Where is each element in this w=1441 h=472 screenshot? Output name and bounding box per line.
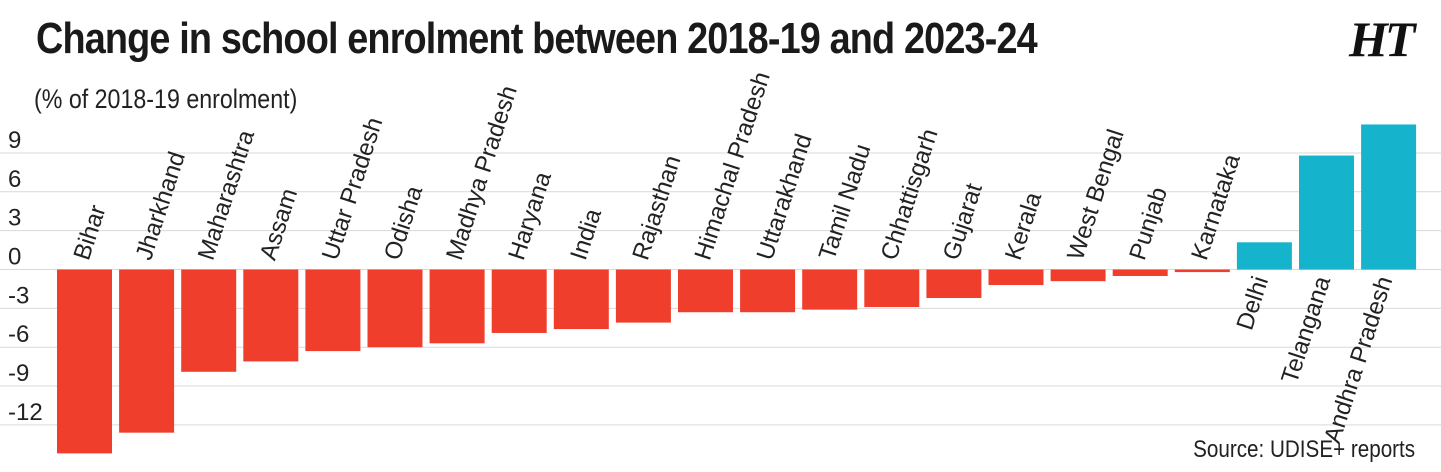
category-label: Telangana [1276, 272, 1336, 386]
bar-haryana [491, 269, 547, 333]
category-label: Haryana [503, 168, 557, 263]
y-tick-label: 3 [8, 205, 21, 232]
ht-logo: HT [1349, 11, 1415, 67]
bar-uttar-pradesh [305, 269, 361, 352]
bar-bihar [57, 269, 112, 454]
bar-madhya-pradesh [429, 269, 485, 344]
y-tick-label: -3 [8, 282, 29, 309]
y-tick-label: -9 [8, 360, 29, 387]
bar-andhra-pradesh [1361, 124, 1417, 270]
bar-karnataka [1174, 269, 1230, 273]
category-label: Uttarakhand [752, 131, 818, 264]
bar-india [553, 269, 609, 330]
category-label: Andhra Pradesh [1319, 273, 1398, 446]
category-label: Jharkhand [131, 148, 191, 263]
category-label: Chhattisgarh [876, 126, 944, 264]
bar-maharashtra [181, 269, 237, 372]
chart-title: Change in school enrolment between 2018-… [36, 14, 1038, 63]
bar-uttarakhand [740, 269, 796, 313]
y-tick-label: -12 [8, 399, 43, 426]
bar-himachal-pradesh [678, 269, 733, 313]
category-label: India [565, 205, 607, 263]
category-label: Gujarat [938, 180, 988, 264]
category-label: Kerala [1000, 188, 1047, 263]
category-label: Bihar [69, 202, 112, 264]
category-label: Maharashtra [193, 126, 261, 263]
bar-tamil-nadu [802, 269, 858, 310]
category-label: Rajasthan [627, 152, 686, 263]
bars [57, 124, 1417, 454]
bar-odisha [367, 269, 423, 348]
category-label: Punjab [1124, 184, 1173, 263]
bar-delhi [1236, 242, 1292, 270]
category-label: Tamil Nadu [814, 141, 877, 264]
y-axis-ticks: 9 6 3 0 -3 -6 -9 -12 [8, 127, 43, 426]
category-label: Uttar Pradesh [317, 114, 388, 263]
bar-assam [243, 269, 299, 362]
bar-punjab [1112, 269, 1168, 276]
category-label: Delhi [1232, 273, 1275, 333]
bar-west-bengal [1050, 269, 1106, 282]
bar-rajasthan [615, 269, 671, 323]
chart-subtitle: (% of 2018-19 enrolment) [34, 84, 298, 114]
y-tick-label: 0 [8, 244, 21, 271]
bar-kerala [988, 269, 1044, 286]
bar-telangana [1299, 155, 1354, 270]
y-tick-label: 6 [8, 166, 21, 193]
bar-jharkhand [119, 269, 175, 433]
category-label: Odisha [379, 182, 428, 263]
bar-chhattisgarh [864, 269, 920, 308]
category-label: West Bengal [1062, 126, 1130, 263]
bar-gujarat [926, 269, 982, 298]
y-tick-label: 9 [8, 127, 21, 154]
source-note: Source: UDISE+ reports [1193, 436, 1415, 463]
y-tick-label: -6 [8, 321, 29, 348]
category-label: Assam [255, 185, 303, 263]
